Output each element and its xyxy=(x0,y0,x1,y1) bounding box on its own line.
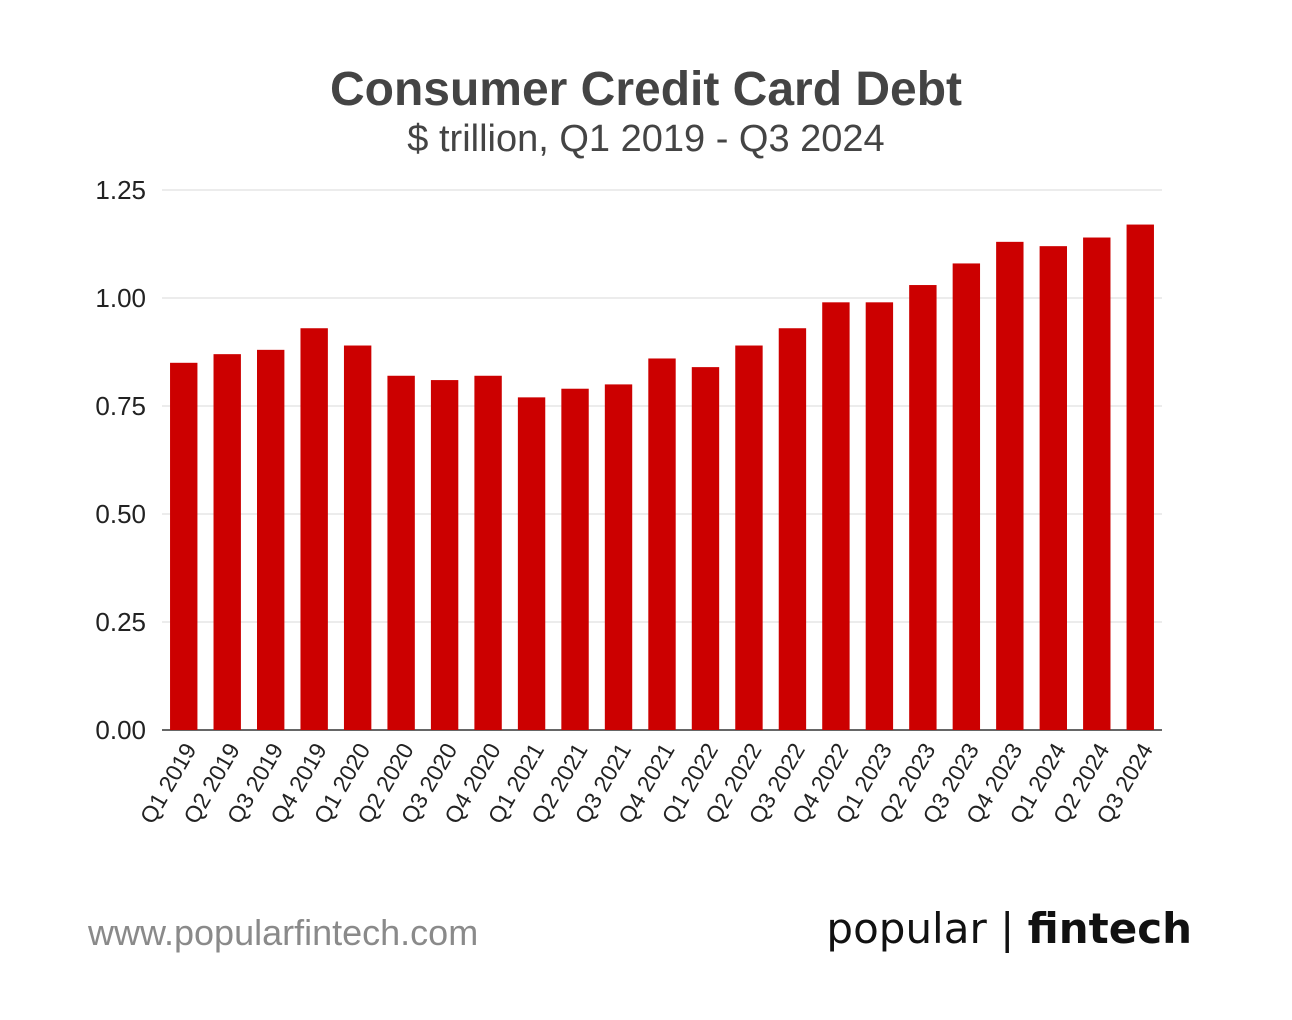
bar xyxy=(822,302,850,730)
bar xyxy=(213,354,241,730)
brand-part2: fintech xyxy=(1027,904,1192,953)
bar xyxy=(604,384,633,730)
bar xyxy=(343,345,372,730)
website-url: www.popularfintech.com xyxy=(88,912,479,953)
bar xyxy=(996,241,1024,730)
bar xyxy=(474,375,502,730)
bar xyxy=(561,388,589,730)
chart-subtitle: $ trillion, Q1 2019 - Q3 2024 xyxy=(407,118,885,160)
bar xyxy=(691,367,720,730)
bar xyxy=(648,358,676,730)
bar xyxy=(909,285,937,730)
brand-logo: popular | fintech xyxy=(826,904,1192,953)
y-axis-ticks: 0.00 0.25 0.50 0.75 1.00 1.25 xyxy=(95,175,146,745)
bar xyxy=(1083,237,1111,730)
bars xyxy=(170,224,1154,730)
y-tick-label: 1.00 xyxy=(95,283,146,313)
brand-part1: popular xyxy=(826,904,987,953)
brand-separator: | xyxy=(1000,904,1015,953)
bar xyxy=(1039,246,1067,730)
bar xyxy=(1126,224,1154,730)
y-tick-label: 0.00 xyxy=(95,715,146,745)
bar xyxy=(735,345,763,730)
y-tick-label: 0.25 xyxy=(95,607,146,637)
chart-title: Consumer Credit Card Debt xyxy=(329,63,963,116)
y-tick-label: 0.50 xyxy=(95,499,146,529)
bar xyxy=(778,328,807,730)
bar xyxy=(300,328,328,730)
y-tick-label: 0.75 xyxy=(95,391,146,421)
bar xyxy=(865,302,894,730)
bar xyxy=(517,397,546,730)
bar xyxy=(430,380,459,730)
bar xyxy=(387,375,415,730)
bar xyxy=(170,362,198,730)
bar xyxy=(257,349,285,730)
y-tick-label: 1.25 xyxy=(95,175,146,205)
bar xyxy=(952,263,981,730)
